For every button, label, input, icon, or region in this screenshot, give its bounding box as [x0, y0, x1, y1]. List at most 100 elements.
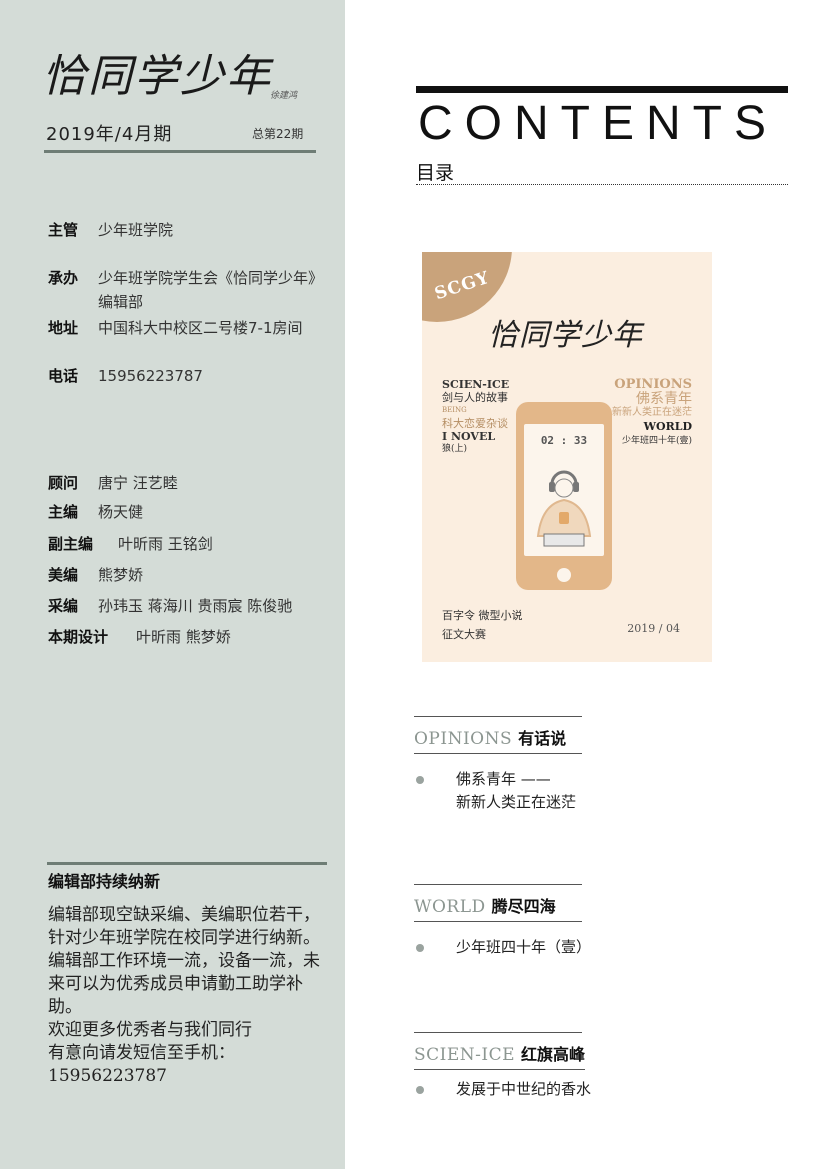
phone-home-button [557, 568, 571, 582]
cover-right-column: OPINIONS 佛系青年 ——新新人类正在迷茫 WORLD 少年班四十年(壹) [592, 378, 692, 448]
cover-text: WORLD [643, 420, 692, 433]
bullet-dot [416, 944, 424, 952]
recruit-paragraph: 编辑部工作环境一流，设备一流，未来可以为优秀成员申请勤工助学补助。 [48, 951, 320, 1017]
section-rule [414, 716, 582, 717]
phone-illustration: 02 : 33 [516, 402, 612, 590]
cover-bottom-text: 百字令 微型小说 征文大赛 [442, 606, 523, 644]
logo-title: 恰同学少年 [42, 51, 272, 102]
recruit-paragraph: 有意向请发短信至手机： [48, 1043, 235, 1063]
staff-reporter: 采编 孙玮玉 蒋海川 贵雨宸 陈俊驰 [48, 594, 292, 618]
section-en-title: SCIEN-ICE [414, 1045, 516, 1065]
toc-item[interactable]: 少年班四十年（壹） [414, 936, 591, 959]
toc-item-text: 少年班四十年（壹） [456, 938, 592, 956]
phone-value: 15956223787 [98, 367, 203, 385]
cover-text: SCIEN-ICE [442, 378, 510, 391]
contents-subtitle: 目录 [416, 162, 455, 184]
toc-item[interactable]: 佛系青年 —— 新新人类正在迷茫 [414, 768, 576, 814]
section-heading[interactable]: WORLD 腾尽四海 [414, 885, 582, 917]
toc-item[interactable]: 发展于中世纪的香水 [414, 1078, 591, 1101]
contents-title: CONTENTS [418, 97, 778, 150]
toc-item-text: 佛系青年 —— [456, 770, 551, 788]
cover-text: BEING [442, 406, 467, 414]
cover-text: 狼(上) [442, 444, 468, 454]
editor-label: 主编 [48, 503, 79, 521]
bullet-dot [416, 1086, 424, 1094]
section-zh-title: 有话说 [518, 729, 567, 748]
section-rule [414, 1032, 582, 1033]
cover-logo: 恰同学少年 [488, 318, 643, 353]
info-organizer: 承办 少年班学院学生会《恰同学少年》编辑部 [48, 266, 318, 314]
cover-text: 百字令 微型小说 [442, 609, 523, 622]
recruit-divider [47, 862, 327, 865]
section-rule [414, 753, 582, 754]
deputy-label: 副主编 [48, 535, 94, 553]
info-sponsor: 主管 少年班学院 [48, 218, 173, 242]
advisor-value: 唐宁 汪艺睦 [98, 474, 178, 492]
section-heading[interactable]: OPINIONS 有话说 [414, 717, 582, 749]
cover-image: SCGY 恰同学少年 SCIEN-ICE 剑与人的故事 BEING 科大恋爱杂谈… [422, 252, 712, 662]
toc-item-text: 发展于中世纪的香水 [456, 1080, 592, 1098]
recruit-paragraph: 编辑部现空缺采编、美编职位若干，针对少年班学院在校同学进行纳新。 [48, 905, 320, 948]
design-value: 叶昕雨 熊梦娇 [136, 628, 231, 646]
recruit-paragraph: 欢迎更多优秀者与我们同行 [48, 1020, 252, 1040]
deputy-value: 叶昕雨 王铭剑 [118, 535, 213, 553]
cover-text: 征文大赛 [442, 628, 486, 641]
editor-value: 杨天健 [98, 503, 144, 521]
section-zh-title: 红旗高峰 [521, 1045, 586, 1064]
cover-year: 2019 / 04 [627, 622, 680, 635]
address-label: 地址 [48, 319, 79, 337]
issue-number: 总第22期 [252, 127, 304, 141]
sponsor-value: 少年班学院 [98, 221, 174, 239]
sidebar-panel [0, 0, 345, 1169]
issue-date: 2019年/4月期 [46, 124, 173, 145]
toc-item-text: 新新人类正在迷茫 [456, 793, 577, 811]
bullet-dot [416, 776, 424, 784]
cover-text: I NOVEL [442, 430, 496, 443]
reporter-value: 孙玮玉 蒋海川 贵雨宸 陈俊驰 [98, 597, 293, 615]
sponsor-label: 主管 [48, 221, 79, 239]
section-zh-title: 腾尽四海 [491, 897, 556, 916]
cover-text: 佛系青年 [636, 391, 692, 407]
section-en-title: OPINIONS [414, 729, 513, 749]
address-value: 中国科大中校区二号楼7-1房间 [98, 319, 303, 337]
reporter-label: 采编 [48, 597, 79, 615]
cover-left-column: SCIEN-ICE 剑与人的故事 BEING 科大恋爱杂谈 I NOVEL 狼(… [442, 378, 509, 456]
section-opinions: OPINIONS 有话说 [414, 716, 582, 754]
recruit-phone: 15956223787 [48, 1066, 167, 1086]
listener-illustration [536, 470, 592, 547]
section-science: SCIEN-ICE 红旗高峰 [414, 1032, 586, 1070]
masthead-logo: 恰同学少年 徐建鸿 [42, 40, 297, 104]
phone-time: 02 : 33 [540, 434, 588, 447]
organizer-label: 承办 [48, 269, 79, 287]
art-label: 美编 [48, 566, 79, 584]
section-heading[interactable]: SCIEN-ICE 红旗高峰 [414, 1033, 585, 1065]
cover-text: 科大恋爱杂谈 [442, 417, 508, 430]
staff-deputy: 副主编 叶昕雨 王铭剑 [48, 532, 213, 556]
recruit-title: 编辑部持续纳新 [48, 872, 161, 891]
section-rule [414, 921, 582, 922]
staff-advisor: 顾问 唐宁 汪艺睦 [48, 471, 178, 495]
logo-signature: 徐建鸿 [270, 91, 298, 101]
contents-dotted-rule [416, 184, 788, 185]
cover-text: 剑与人的故事 [442, 391, 508, 404]
organizer-value: 少年班学院学生会《恰同学少年》编辑部 [98, 269, 316, 311]
section-world: WORLD 腾尽四海 [414, 884, 582, 922]
recruit-body: 编辑部现空缺采编、美编职位若干，针对少年班学院在校同学进行纳新。 编辑部工作环境… [48, 904, 333, 1088]
cover-text: OPINIONS [614, 377, 692, 392]
section-rule [414, 884, 582, 885]
phone-label: 电话 [48, 367, 79, 385]
section-rule [414, 1069, 586, 1070]
info-address: 地址 中国科大中校区二号楼7-1房间 [48, 316, 318, 340]
art-value: 熊梦娇 [98, 566, 144, 584]
section-en-title: WORLD [414, 897, 486, 917]
info-phone: 电话 15956223787 [48, 364, 203, 388]
issue-row: 2019年/4月期 总第22期 [46, 120, 316, 146]
staff-art: 美编 熊梦娇 [48, 563, 143, 587]
staff-design: 本期设计 叶昕雨 熊梦娇 [48, 625, 231, 649]
design-label: 本期设计 [48, 628, 109, 646]
phone-screen: 02 : 33 [524, 424, 604, 556]
staff-editor: 主编 杨天健 [48, 500, 143, 524]
advisor-label: 顾问 [48, 474, 79, 492]
cover-text: ——新新人类正在迷茫 [592, 407, 692, 418]
contents-top-bar [416, 86, 788, 93]
